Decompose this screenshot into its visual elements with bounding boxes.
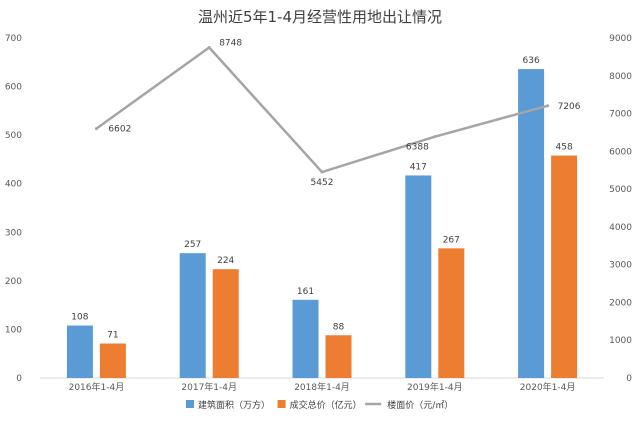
y-left-tick-label: 0 (16, 374, 22, 384)
data-label-line: 7206 (558, 102, 581, 112)
legend-swatch-1 (277, 400, 286, 408)
data-label-line: 6602 (108, 125, 131, 135)
data-label-line: 8748 (219, 39, 242, 49)
data-label-bar: 71 (107, 331, 118, 341)
y-left-tick-label: 200 (5, 277, 22, 287)
y-right-tick-label: 4000 (609, 223, 632, 233)
line-point (94, 127, 98, 131)
y-right-tick-label: 1000 (609, 336, 632, 346)
line-point (433, 135, 437, 139)
line-floor-price (95, 46, 548, 174)
bar-total-4 (551, 155, 578, 378)
y-left-tick-label: 400 (5, 180, 22, 190)
data-label-bar: 257 (184, 240, 201, 250)
data-label-line: 5452 (311, 178, 334, 188)
legend-label-0: 建筑面积（万方） (198, 399, 270, 411)
legend-label-1: 成交总价（亿元） (290, 399, 362, 411)
line-point (207, 46, 211, 50)
bar-total-2 (325, 335, 352, 378)
y-right-tick-label: 7000 (609, 110, 632, 120)
data-label-bar: 267 (443, 235, 460, 245)
bar-area-2 (292, 299, 319, 378)
data-label-bar: 458 (556, 143, 573, 153)
data-label-bar: 88 (333, 322, 345, 332)
bar-total-3 (438, 248, 465, 378)
bar-total-0 (99, 343, 126, 378)
data-label-bar: 161 (297, 287, 314, 297)
bar-area-3 (405, 175, 432, 378)
line-point (546, 104, 550, 108)
x-tick-label: 2017年1-4月 (181, 381, 237, 393)
x-tick-label: 2016年1-4月 (69, 381, 125, 393)
bar-area-4 (518, 69, 545, 378)
x-tick-label: 2018年1-4月 (294, 381, 350, 393)
y-left-tick-label: 300 (5, 228, 22, 238)
bar-area-0 (66, 325, 93, 378)
legend-swatch-0 (186, 400, 194, 408)
y-right-tick-label: 9000 (609, 34, 632, 44)
data-label-bar: 224 (217, 256, 234, 266)
y-left-tick-label: 500 (5, 131, 22, 141)
y-right-tick-label: 3000 (609, 261, 632, 271)
data-label-line: 6388 (406, 143, 429, 153)
y-right-tick-label: 2000 (609, 298, 632, 308)
legend-label-2: 楼面价（元/㎡） (387, 399, 453, 411)
x-tick-label: 2019年1-4月 (407, 381, 463, 393)
x-tick-label: 2020年1-4月 (520, 381, 576, 393)
data-label-bar: 636 (523, 56, 540, 66)
y-right-tick-label: 6000 (609, 147, 632, 157)
bar-area-1 (179, 253, 206, 378)
bar-total-1 (212, 269, 239, 378)
y-left-tick-label: 700 (5, 34, 22, 44)
y-left-tick-label: 100 (5, 325, 22, 335)
y-left-tick-label: 600 (5, 83, 22, 93)
chart-title: 温州近5年1-4月经营性用地出让情况 (198, 8, 442, 26)
line-point (320, 170, 324, 174)
data-label-bar: 108 (71, 313, 88, 323)
data-label-bar: 417 (410, 162, 427, 172)
y-right-tick-label: 0 (626, 374, 632, 384)
y-right-tick-label: 5000 (609, 185, 632, 195)
y-right-tick-label: 8000 (609, 72, 632, 82)
